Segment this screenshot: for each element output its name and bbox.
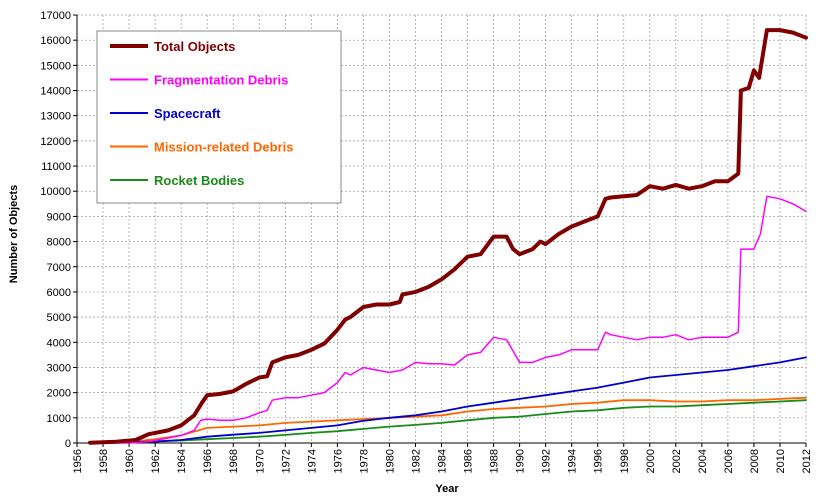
x-tick-label: 1982 <box>410 449 422 473</box>
x-tick-label: 1964 <box>176 449 188 473</box>
x-tick-label: 1990 <box>515 449 527 473</box>
series-line-total-objects <box>88 28 808 445</box>
x-tick-label: 2010 <box>775 449 787 473</box>
x-tick-label: 1988 <box>489 449 501 473</box>
y-tick-label: 14000 <box>40 86 71 98</box>
legend: Total Objects Fragmentation Debris Spacecr… <box>96 30 342 204</box>
x-tick-label: 1978 <box>358 449 370 473</box>
x-tick-label: 1966 <box>202 449 214 473</box>
series-line-mission-related-debris <box>89 396 807 444</box>
x-tick-label: 2004 <box>697 449 709 473</box>
y-tick-label: 4000 <box>47 337 71 349</box>
x-tick-label: 1994 <box>567 449 579 473</box>
x-tick-label: 1980 <box>384 449 396 473</box>
y-tick-label: 8000 <box>47 237 71 249</box>
x-tick-label: 1986 <box>463 449 475 473</box>
x-tick-label: 1992 <box>541 449 553 473</box>
x-tick-label: 2008 <box>749 449 761 473</box>
legend-label: Mission-related Debris <box>154 140 293 155</box>
y-tick-label: 10000 <box>40 186 71 198</box>
x-tick-label: 1996 <box>593 449 605 473</box>
y-tick-label: 15000 <box>40 60 71 72</box>
legend-label: Spacecraft <box>154 106 221 121</box>
x-tick-label: 1970 <box>254 449 266 473</box>
x-tick-label: 1998 <box>619 449 631 473</box>
series-line-spacecraft <box>89 356 807 444</box>
legend-label: Fragmentation Debris <box>154 73 288 88</box>
x-tick-label: 2012 <box>801 449 813 473</box>
x-tick-label: 1958 <box>98 449 110 473</box>
x-tick-label: 1974 <box>306 449 318 473</box>
y-tick-label: 3000 <box>47 362 71 374</box>
y-tick-label: 6000 <box>47 287 71 299</box>
x-axis-title: Year <box>435 483 459 495</box>
y-tick-label: 9000 <box>47 211 71 223</box>
x-tick-label: 1968 <box>228 449 240 473</box>
y-tick-label: 2000 <box>47 388 71 400</box>
x-tick-label: 1976 <box>332 449 344 473</box>
y-tick-label: 7000 <box>47 262 71 274</box>
series-lines <box>88 28 808 445</box>
y-tick-label: 11000 <box>41 161 71 173</box>
legend-box <box>96 30 342 204</box>
legend-label: Rocket Bodies <box>154 173 244 188</box>
tick-labels: 0 1000 2000 3000 4000 5000 6000 7000 8000 9000 100… <box>40 10 813 473</box>
y-tick-label: 0 <box>65 438 71 450</box>
y-tick-label: 12000 <box>40 136 71 148</box>
x-tick-label: 2000 <box>645 449 657 473</box>
y-tick-label: 16000 <box>40 35 71 47</box>
axes <box>73 14 807 447</box>
x-tick-label: 1956 <box>72 449 84 473</box>
y-tick-label: 13000 <box>40 111 71 123</box>
y-tick-label: 1000 <box>47 413 71 425</box>
x-tick-label: 2002 <box>671 449 683 473</box>
series-line-fragmentation-debris <box>89 195 807 444</box>
x-tick-label: 1960 <box>124 449 136 473</box>
x-tick-label: 1984 <box>437 449 449 473</box>
y-axis-title: Number of Objects <box>8 185 20 283</box>
series-line-rocket-bodies <box>89 399 807 444</box>
x-tick-label: 1972 <box>280 449 292 473</box>
legend-label: Total Objects <box>154 39 235 54</box>
x-tick-label: 1962 <box>150 449 162 473</box>
y-tick-label: 17000 <box>40 10 71 22</box>
x-tick-label: 2006 <box>723 449 735 473</box>
y-tick-label: 5000 <box>47 312 71 324</box>
